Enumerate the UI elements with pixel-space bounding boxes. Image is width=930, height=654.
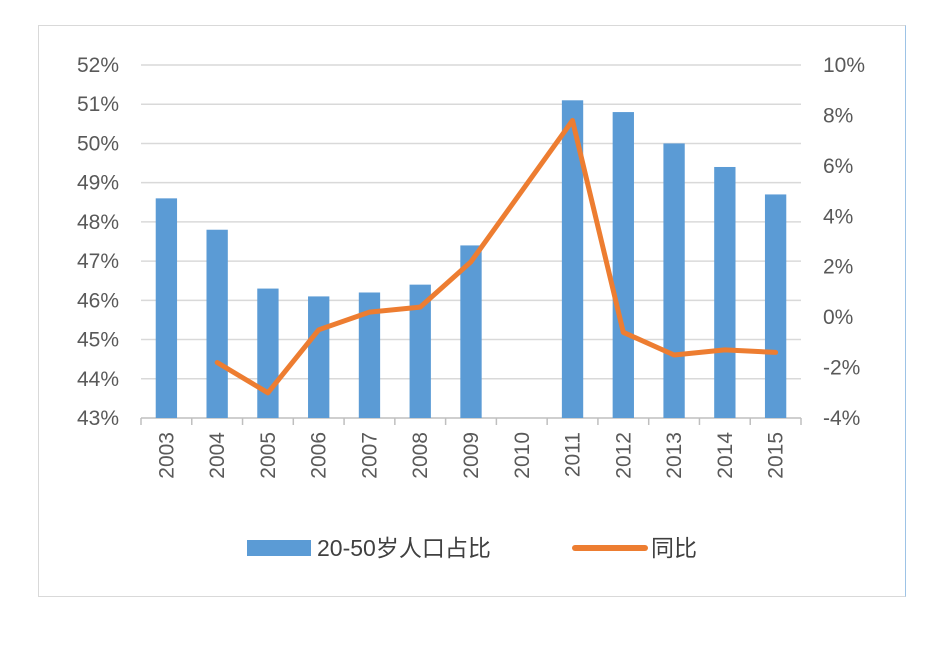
bar-2003 bbox=[155, 198, 178, 418]
left-tick-label: 48% bbox=[77, 211, 119, 234]
x-tick-label: 2007 bbox=[358, 432, 381, 479]
right-tick-label: 0% bbox=[823, 306, 853, 329]
bar-2004 bbox=[206, 229, 228, 418]
x-tick-label: 2010 bbox=[511, 432, 534, 479]
line-yoy bbox=[214, 118, 779, 396]
legend-label-line: 同比 bbox=[651, 535, 697, 561]
x-tick-label: 2004 bbox=[206, 432, 229, 479]
x-tick-label: 2003 bbox=[155, 432, 178, 479]
legend: 20-50岁人口占比 同比 bbox=[247, 535, 697, 561]
bar-2014 bbox=[714, 166, 736, 418]
right-tick-label: 10% bbox=[823, 54, 865, 77]
bar-2005 bbox=[257, 288, 279, 418]
x-tick-label: 2009 bbox=[460, 432, 483, 479]
left-tick-label: 44% bbox=[77, 368, 119, 391]
right-tick-label: 6% bbox=[823, 155, 853, 178]
bar-2015 bbox=[764, 194, 787, 418]
x-axis: 2003 2004 2005 2006 2007 2008 2009 2010 2011 2012… bbox=[140, 418, 802, 479]
right-tick-label: 2% bbox=[823, 256, 853, 279]
left-tick-label: 51% bbox=[77, 93, 119, 116]
x-tick-label: 2012 bbox=[612, 432, 635, 479]
left-tick-label: 49% bbox=[77, 172, 119, 195]
legend-swatch-bar bbox=[247, 540, 311, 556]
line-series bbox=[214, 118, 779, 396]
bar-2007 bbox=[358, 292, 381, 418]
bar-2012 bbox=[612, 112, 634, 419]
x-tick-label: 2008 bbox=[409, 432, 432, 479]
chart-frame: 43% 44% 45% 46% 47% 48% 49% 50% 51% 52% -4% -2% 0% 2… bbox=[38, 25, 906, 597]
left-tick-label: 47% bbox=[77, 250, 119, 273]
bar-2011 bbox=[561, 100, 584, 419]
x-tick-label: 2011 bbox=[562, 432, 585, 477]
left-tick-label: 50% bbox=[77, 132, 119, 155]
right-tick-label: 8% bbox=[823, 104, 853, 127]
right-tick-label: -2% bbox=[823, 357, 860, 380]
legend-label-bar: 20-50岁人口占比 bbox=[317, 535, 491, 561]
bar-2006 bbox=[308, 296, 330, 418]
bar-series bbox=[155, 100, 787, 419]
x-tick-label: 2013 bbox=[663, 432, 686, 479]
left-tick-label: 46% bbox=[77, 289, 119, 312]
combo-chart: 43% 44% 45% 46% 47% 48% 49% 50% 51% 52% -4% -2% 0% 2… bbox=[77, 54, 865, 561]
bar-2008 bbox=[409, 284, 431, 418]
bar-2013 bbox=[663, 143, 685, 418]
x-tick-label: 2006 bbox=[308, 432, 331, 479]
right-tick-label: -4% bbox=[823, 407, 860, 430]
left-tick-label: 43% bbox=[77, 407, 119, 430]
bar-2009 bbox=[460, 245, 482, 418]
x-tick-label: 2014 bbox=[714, 432, 737, 479]
left-axis: 43% 44% 45% 46% 47% 48% 49% 50% 51% 52% bbox=[77, 54, 119, 430]
right-tick-label: 4% bbox=[823, 205, 853, 228]
left-tick-label: 45% bbox=[77, 329, 119, 352]
left-tick-label: 52% bbox=[77, 54, 119, 77]
x-tick-label: 2005 bbox=[257, 432, 280, 479]
x-tick-label: 2015 bbox=[765, 432, 788, 479]
right-axis: -4% -2% 0% 2% 4% 6% 8% 10% bbox=[823, 54, 865, 430]
